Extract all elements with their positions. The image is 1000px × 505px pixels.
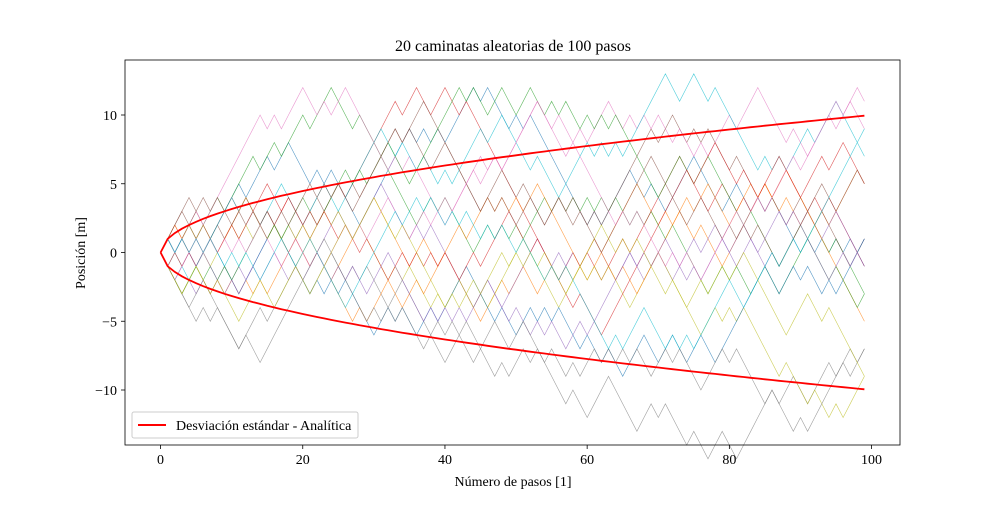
walk-line-17 bbox=[160, 86, 865, 281]
legend-label-std: Desviación estándar - Analítica bbox=[176, 419, 352, 434]
walk-line-13 bbox=[160, 86, 865, 309]
y-tick-label: 0 bbox=[110, 247, 117, 262]
walks-layer bbox=[160, 73, 865, 460]
x-tick-label: 40 bbox=[438, 453, 452, 468]
x-tick-label: 0 bbox=[157, 453, 164, 468]
y-axis-label: Posición [m] bbox=[74, 217, 89, 289]
y-tick-label: −10 bbox=[95, 384, 117, 399]
y-tick-label: 10 bbox=[103, 109, 117, 124]
chart-title: 20 caminatas aleatorias de 100 pasos bbox=[395, 38, 631, 55]
plot-frame bbox=[124, 59, 901, 446]
walk-line-16 bbox=[160, 128, 865, 267]
walk-line-19 bbox=[160, 196, 865, 377]
plot-area bbox=[124, 59, 901, 460]
walk-line-8 bbox=[160, 251, 865, 460]
walk-line-20 bbox=[160, 128, 865, 350]
walk-line-10 bbox=[160, 73, 865, 281]
x-tick-label: 100 bbox=[861, 453, 882, 468]
walk-line-11 bbox=[160, 224, 865, 377]
x-axis-label: Número de pasos [1] bbox=[454, 475, 571, 490]
x-tick-label: 80 bbox=[722, 453, 736, 468]
y-tick-label: 5 bbox=[110, 178, 117, 193]
std-layer bbox=[159, 114, 865, 391]
legend-box bbox=[131, 411, 359, 439]
x-tick-label: 60 bbox=[580, 453, 594, 468]
legend: Desviación estándar - Analítica bbox=[131, 411, 359, 439]
y-tick-label: −5 bbox=[102, 315, 117, 330]
std-line-upper bbox=[159, 114, 865, 253]
y-axis: −10 −5 0 5 10 bbox=[95, 109, 125, 399]
x-tick-label: 20 bbox=[296, 453, 310, 468]
x-axis: 0 20 40 60 80 100 bbox=[157, 445, 882, 468]
std-line-lower bbox=[159, 252, 865, 391]
walk-line-7 bbox=[160, 86, 865, 254]
walk-line-3 bbox=[160, 86, 865, 295]
